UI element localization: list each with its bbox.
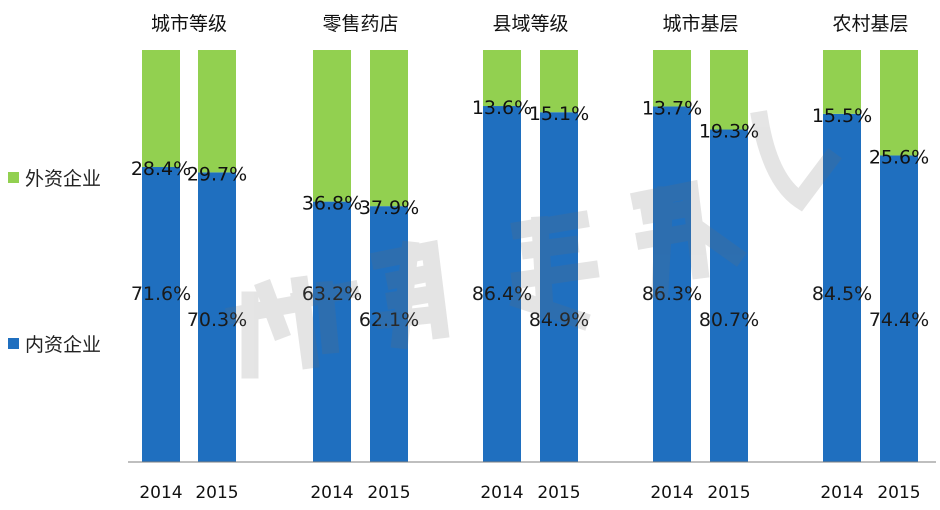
- data-label-foreign: 29.7%: [187, 163, 247, 185]
- year-tick-label: 2014: [820, 483, 863, 503]
- legend-swatch-domestic: [8, 338, 19, 349]
- category-title: 城市基层: [662, 13, 738, 35]
- bar-foreign: [710, 50, 748, 130]
- data-label-foreign: 13.6%: [472, 97, 532, 119]
- watermark: [225, 110, 842, 379]
- data-label-foreign: 19.3%: [699, 121, 759, 143]
- category-title: 城市等级: [151, 13, 227, 35]
- bar-domestic: [540, 112, 578, 462]
- year-tick-label: 2014: [139, 483, 182, 503]
- bar-domestic: [198, 172, 236, 462]
- bars-layer: [142, 50, 918, 463]
- data-label-domestic: 62.1%: [359, 309, 419, 331]
- data-label-foreign: 36.8%: [302, 193, 362, 215]
- legend-swatch-foreign: [8, 172, 19, 183]
- watermark-stroke: [750, 110, 842, 212]
- watermark-stroke: [369, 239, 450, 350]
- bar-domestic: [483, 106, 521, 463]
- bar-domestic: [823, 113, 861, 463]
- bar-foreign: [313, 50, 351, 202]
- category-title: 农村基层: [832, 13, 908, 35]
- data-label-domestic: 70.3%: [187, 309, 247, 331]
- bar-foreign: [823, 50, 861, 114]
- year-tick-label: 2014: [480, 483, 523, 503]
- category-title: 县域等级: [492, 13, 568, 35]
- data-label-domestic: 84.5%: [812, 283, 872, 305]
- year-tick-label: 2014: [650, 483, 693, 503]
- bar-foreign: [370, 50, 408, 207]
- legend-label-domestic: 内资企业: [25, 334, 102, 356]
- category-title: 零售药店: [322, 13, 398, 35]
- watermark-stroke: [509, 210, 600, 331]
- data-label-foreign: 13.7%: [642, 97, 702, 119]
- data-label-domestic: 63.2%: [302, 283, 362, 305]
- bar-foreign: [540, 50, 578, 113]
- bar-domestic: [880, 155, 918, 463]
- data-label-domestic: 86.3%: [642, 283, 702, 305]
- data-label-foreign: 37.9%: [359, 197, 419, 219]
- year-tick-label: 2015: [537, 483, 580, 503]
- year-tick-label: 2015: [877, 483, 920, 503]
- legend-item-domestic: 内资企业: [8, 330, 101, 357]
- data-label-domestic: 74.4%: [869, 309, 929, 331]
- legend-label-foreign: 外资企业: [25, 168, 102, 190]
- legend-item-foreign: 外资企业: [8, 164, 101, 191]
- bar-foreign: [198, 50, 236, 173]
- bar-domestic: [653, 106, 691, 462]
- bar-domestic: [710, 129, 748, 463]
- data-label-foreign: 15.5%: [812, 105, 872, 127]
- bar-domestic: [142, 167, 180, 462]
- year-tick-label: 2015: [367, 483, 410, 503]
- bar-domestic: [313, 201, 351, 462]
- data-label-foreign: 15.1%: [529, 103, 589, 125]
- bar-foreign: [483, 50, 521, 107]
- watermark-stroke: [629, 179, 747, 299]
- data-label-domestic: 84.9%: [529, 309, 589, 331]
- data-label-foreign: 28.4%: [131, 158, 191, 180]
- bar-foreign: [653, 50, 691, 107]
- data-label-foreign: 25.6%: [869, 146, 929, 168]
- bar-foreign: [142, 50, 180, 168]
- year-tick-label: 2014: [310, 483, 353, 503]
- bar-domestic: [370, 206, 408, 462]
- year-tick-label: 2015: [707, 483, 750, 503]
- labels-layer: 城市等级 28.4% 71.6% 2014 29.7% 70.3% 2015 零售药店 36.8…: [131, 13, 929, 503]
- data-label-domestic: 80.7%: [699, 309, 759, 331]
- year-tick-label: 2015: [195, 483, 238, 503]
- data-label-domestic: 71.6%: [131, 283, 191, 305]
- data-label-domestic: 86.4%: [472, 283, 532, 305]
- watermark-stroke: [225, 275, 361, 379]
- bar-foreign: [880, 50, 918, 156]
